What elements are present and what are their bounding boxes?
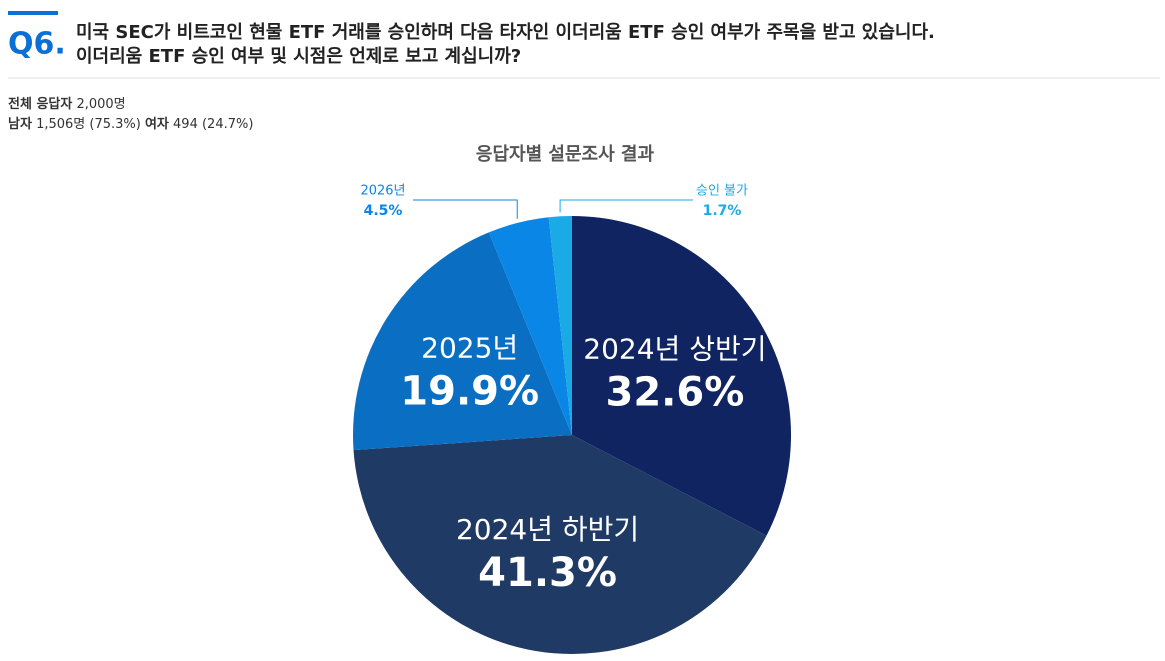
question-number: Q6.: [8, 27, 66, 62]
pie-slice: [572, 216, 791, 536]
respondent-label: 남자: [8, 116, 32, 132]
callout-label: 2026년: [360, 184, 405, 199]
respondent-line: 전체 응답자 2,000명: [8, 96, 126, 112]
respondent-value: 494 (24.7%): [173, 117, 253, 132]
callout-value: 1.7%: [703, 203, 742, 219]
respondent-label: 여자: [145, 116, 169, 132]
callout-label: 승인 불가: [696, 184, 748, 199]
slice-value: 19.9%: [400, 368, 539, 414]
pie-slice: [488, 217, 572, 435]
slice-label: 2024년 하반기: [456, 513, 639, 546]
pie-slice: [353, 435, 767, 655]
respondent-label: 전체 응답자: [8, 96, 72, 112]
slice-label: 2025년: [421, 331, 518, 364]
callout-value: 4.5%: [364, 203, 403, 219]
question-text: 이더리움 ETF 승인 여부 및 시점은 언제로 보고 계십니까?: [76, 46, 521, 67]
callout-line: [413, 199, 518, 219]
respondent-value: 1,506명 (75.3%): [36, 117, 141, 132]
slice-value: 32.6%: [606, 369, 745, 415]
pie-slice: [548, 216, 572, 435]
chart-title: 응답자별 설문조사 결과: [476, 144, 655, 165]
slice-value: 41.3%: [478, 550, 617, 596]
slice-label: 2024년 상반기: [583, 332, 766, 365]
pie-slice: [353, 232, 572, 451]
respondent-line: 남자 1,506명 (75.3%) 여자 494 (24.7%): [8, 116, 253, 132]
respondent-value: 2,000명: [76, 97, 125, 112]
callout-line: [559, 199, 693, 213]
question-text: 미국 SEC가 비트코인 현물 ETF 거래를 승인하며 다음 타자인 이더리움…: [76, 22, 935, 43]
